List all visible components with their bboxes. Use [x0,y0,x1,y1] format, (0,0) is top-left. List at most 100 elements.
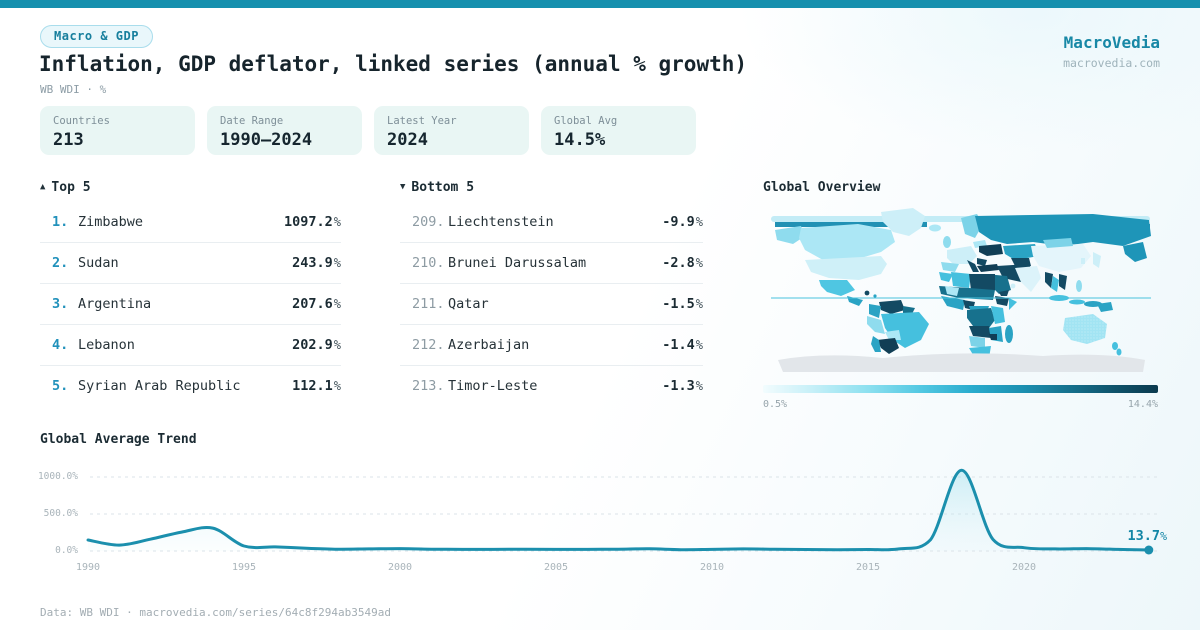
percent-sign: % [333,297,341,311]
rank-number: 1. [52,214,69,230]
value: 207.6% [292,296,341,312]
top-accent-bar [0,0,1200,8]
y-axis-tick: 1000.0% [37,471,78,482]
y-axis-tick: 0.0% [55,545,78,556]
rank-number: 5. [52,378,69,394]
rank-number: 2. [52,255,69,271]
value-number: -2.8 [662,255,695,271]
value-number: -1.4 [662,337,695,353]
brand-block: MacroVedia macrovedia.com [1063,33,1160,70]
y-axis-tick: 500.0% [43,508,78,519]
top5-section: ▲ Top 5 1. Zimbabwe 1097.2% 2. Sudan 243.… [40,180,341,406]
stat-label: Countries [53,115,110,127]
x-axis-tick: 1990 [75,562,101,573]
stat-label: Latest Year [387,115,457,127]
value-number: 207.6 [292,296,333,312]
stat-value: 213 [53,130,84,150]
x-axis-tick: 2000 [387,562,413,573]
brand-name: MacroVedia [1063,33,1160,52]
brand-domain: macrovedia.com [1063,56,1160,70]
latest-value-number: 13.7 [1127,528,1161,544]
x-axis-tick: 2020 [1011,562,1037,573]
country-name: Qatar [448,296,489,312]
global-overview-section: Global Overview [763,180,1158,410]
x-axis-tick: 2010 [699,562,725,573]
stat-cards-row: Countries 213 Date Range 1990—2024 Lates… [40,106,696,155]
stat-card-global-avg: Global Avg 14.5% [541,106,696,155]
percent-sign: % [695,215,703,229]
country-name: Azerbaijan [448,337,530,353]
stat-card-latest-year: Latest Year 2024 [374,106,529,155]
stat-value: 2024 [387,130,428,150]
rank-number: 3. [52,296,69,312]
percent-sign: % [333,215,341,229]
category-badge: Macro & GDP [40,25,153,48]
top5-title: Top 5 [51,180,91,195]
rank-number: 212. [412,337,445,353]
bottom5-title: Bottom 5 [411,180,475,195]
value: -2.8% [662,255,703,271]
trend-chart-svg [86,468,1160,555]
trend-end-dot [1144,545,1154,555]
down-arrow-icon: ▼ [400,182,406,192]
list-item: 2. Sudan 243.9% [40,243,341,284]
bottom5-header: ▼ Bottom 5 [400,180,703,202]
page-title: Inflation, GDP deflator, linked series (… [39,52,748,76]
percent-sign: % [333,379,341,393]
value: 1097.2% [284,214,341,230]
list-item: 5. Syrian Arab Republic 112.1% [40,366,341,406]
value-number: 112.1 [292,378,333,394]
up-arrow-icon: ▲ [40,182,46,192]
percent-sign: % [695,338,703,352]
value-number: -9.9 [662,214,695,230]
list-item: 213. Timor-Leste -1.3% [400,366,703,406]
list-item: 4. Lebanon 202.9% [40,325,341,366]
percent-sign: % [333,256,341,270]
value: -1.4% [662,337,703,353]
country-name: Brunei Darussalam [448,255,587,271]
world-map-graphic [771,208,1151,372]
rank-number: 210. [412,255,445,271]
list-item: 3. Argentina 207.6% [40,284,341,325]
country-name: Liechtenstein [448,214,554,230]
stat-value: 1990—2024 [220,130,313,150]
scale-max-label: 14.4% [1127,399,1158,410]
stat-card-date-range: Date Range 1990—2024 [207,106,362,155]
color-scale-bar [763,385,1158,393]
percent-sign: % [333,338,341,352]
list-item: 210. Brunei Darussalam -2.8% [400,243,703,284]
list-item: 209. Liechtenstein -9.9% [400,202,703,243]
page-subtitle: WB WDI · % [40,83,107,96]
list-item: 211. Qatar -1.5% [400,284,703,325]
percent-sign: % [695,297,703,311]
value-number: 202.9 [292,337,333,353]
trend-area [88,470,1149,551]
percent-sign: % [695,379,703,393]
stat-label: Date Range [220,115,284,127]
value-number: 1097.2 [283,214,333,230]
rank-number: 213. [412,378,445,394]
scale-min-label: 0.5% [763,399,788,410]
stat-label: Global Avg [554,115,618,127]
bottom5-section: ▼ Bottom 5 209. Liechtenstein -9.9% 210. … [400,180,703,406]
stat-card-countries: Countries 213 [40,106,195,155]
list-item: 1. Zimbabwe 1097.2% [40,202,341,243]
country-name: Lebanon [78,337,135,353]
trend-line [86,468,1151,552]
value-number: -1.3 [662,378,695,394]
percent-sign: % [695,256,703,270]
trend-title: Global Average Trend [40,432,197,447]
percent-sign: % [1160,529,1167,543]
country-name: Timor-Leste [448,378,538,394]
map-title: Global Overview [763,180,881,195]
country-name: Argentina [78,296,152,312]
rank-number: 4. [52,337,69,353]
value: 112.1% [292,378,341,394]
color-scale-labels: 0.5% 14.4% [763,399,1158,410]
value-number: -1.5 [662,296,695,312]
x-axis-tick: 2015 [855,562,881,573]
country-name: Syrian Arab Republic [78,378,241,394]
rank-number: 209. [412,214,445,230]
rank-number: 211. [412,296,445,312]
footer-attribution: Data: WB WDI · macrovedia.com/series/64c… [40,606,391,619]
